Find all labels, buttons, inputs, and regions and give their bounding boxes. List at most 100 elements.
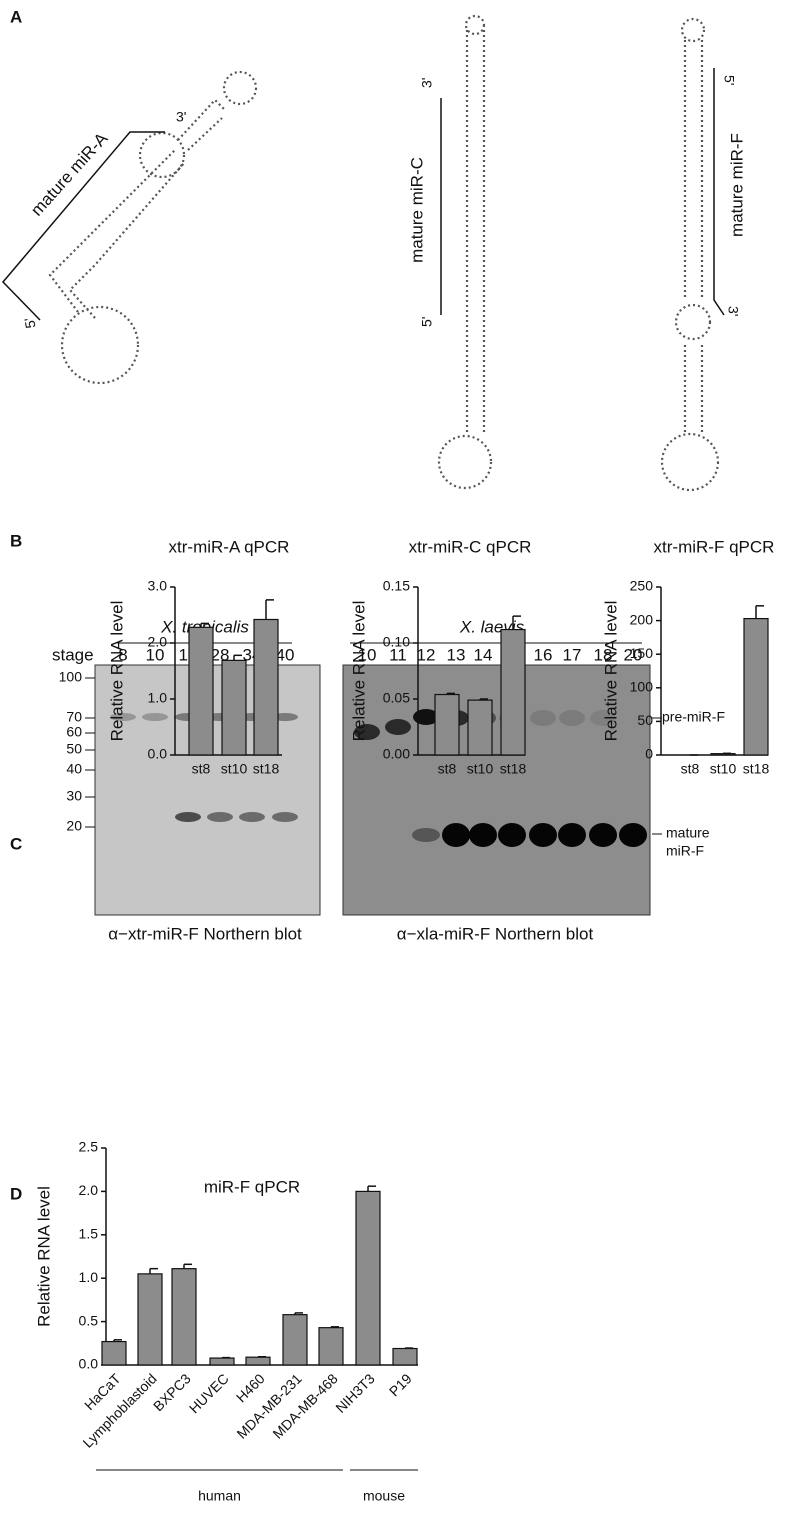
band	[558, 823, 586, 847]
stage-number: 10	[358, 645, 377, 664]
x-tick-label: st8	[192, 761, 211, 777]
bar	[137, 1273, 163, 1366]
x-tick-label: P19	[386, 1370, 415, 1399]
band-label: mature	[666, 825, 710, 841]
bar	[245, 1356, 271, 1366]
band	[529, 823, 557, 847]
bar	[282, 1314, 308, 1366]
stage-number: 11	[389, 645, 407, 664]
y-axis-label: Relative RNA level	[107, 601, 126, 742]
y-axis-label: Relative RNA level	[349, 601, 368, 742]
band	[559, 710, 585, 726]
x-tick-label: st10	[221, 761, 248, 777]
stage-label: stage	[52, 645, 94, 664]
end-label: 5'	[21, 317, 39, 330]
stage-number: 20	[624, 645, 643, 664]
rna-structures	[1, 14, 725, 492]
y-tick-label: 100	[630, 679, 654, 695]
end-label: 3'	[176, 109, 186, 125]
stage-number: 28	[211, 645, 230, 664]
band	[272, 812, 298, 822]
x-tick-label: st8	[438, 761, 457, 777]
bar	[318, 1327, 344, 1366]
chart-title: miR-F qPCR	[204, 1177, 300, 1196]
group-label: human	[198, 1488, 241, 1504]
ladder-label: 50	[66, 741, 82, 757]
y-tick-label: 2.0	[79, 1182, 99, 1198]
band-label: miR-F	[666, 843, 704, 859]
x-tick-label: st10	[710, 761, 737, 777]
blot-caption: α−xla-miR-F Northern blot	[397, 924, 594, 943]
y-tick-label: 1.5	[79, 1226, 99, 1242]
end-label: 5'	[419, 317, 435, 327]
y-tick-label: 0.00	[383, 746, 410, 762]
panel-label: A	[10, 7, 22, 26]
chart-title: xtr-miR-A qPCR	[169, 537, 290, 556]
x-tick-label: HUVEC	[186, 1370, 232, 1416]
band	[110, 713, 136, 721]
y-tick-label: 1.0	[148, 690, 168, 706]
band	[207, 812, 233, 822]
blot-right	[342, 664, 651, 916]
y-tick-label: 0.5	[79, 1312, 99, 1328]
band	[385, 719, 411, 735]
panel-label: D	[10, 1184, 22, 1203]
bar	[500, 628, 526, 756]
y-tick-label: 2.5	[79, 1139, 99, 1155]
x-tick-label: st18	[500, 761, 527, 777]
y-tick-label: 250	[630, 578, 654, 594]
band-label: pre-miR-F	[662, 709, 725, 725]
stage-number: 10	[146, 645, 165, 664]
structure-label: mature miR-C	[407, 157, 426, 263]
bar	[467, 699, 493, 756]
ladder-label: 20	[66, 818, 82, 834]
panel-label: B	[10, 531, 22, 550]
y-tick-label: 0	[645, 746, 653, 762]
bar	[188, 626, 214, 756]
stage-number: 16	[534, 645, 553, 664]
ladder-label: 30	[66, 788, 82, 804]
y-tick-label: 150	[630, 645, 654, 661]
band	[239, 812, 265, 822]
band	[498, 823, 526, 847]
x-tick-label: st18	[253, 761, 280, 777]
band	[442, 823, 470, 847]
band	[412, 828, 440, 842]
band	[354, 724, 380, 740]
y-axis-label: Relative RNA level	[601, 601, 620, 742]
ladder-label: 100	[59, 669, 83, 685]
x-tick-label: NIH3T3	[332, 1370, 378, 1416]
stage-number: 13	[447, 645, 466, 664]
band	[619, 823, 647, 847]
blot-caption: α−xtr-miR-F Northern blot	[108, 924, 302, 943]
bar	[171, 1268, 197, 1366]
stage-number: 40	[276, 645, 295, 664]
band	[413, 709, 439, 725]
band	[175, 812, 201, 822]
band	[590, 710, 616, 726]
y-tick-label: 1.0	[79, 1269, 99, 1285]
ladder-label: 40	[66, 761, 82, 777]
ladder-label: 70	[66, 709, 82, 725]
bar	[221, 659, 247, 756]
stage-number: 17	[563, 645, 582, 664]
bar	[392, 1347, 418, 1366]
y-tick-label: 0.0	[148, 746, 168, 762]
x-tick-label: st18	[743, 761, 770, 777]
band	[530, 710, 556, 726]
bar	[253, 618, 279, 756]
stage-number: 8	[118, 645, 127, 664]
stage-number: 18	[594, 645, 613, 664]
stage-number: 12	[417, 645, 436, 664]
bar	[743, 617, 769, 756]
stage-number: 14	[474, 645, 493, 664]
x-tick-label: st10	[467, 761, 494, 777]
bar	[209, 1357, 235, 1366]
bar	[101, 1340, 127, 1366]
structure-label: mature miR-F	[727, 133, 746, 237]
x-tick-label: st8	[681, 761, 700, 777]
y-tick-label: 3.0	[148, 578, 168, 594]
y-tick-label: 0.15	[383, 578, 410, 594]
bar	[434, 693, 460, 756]
